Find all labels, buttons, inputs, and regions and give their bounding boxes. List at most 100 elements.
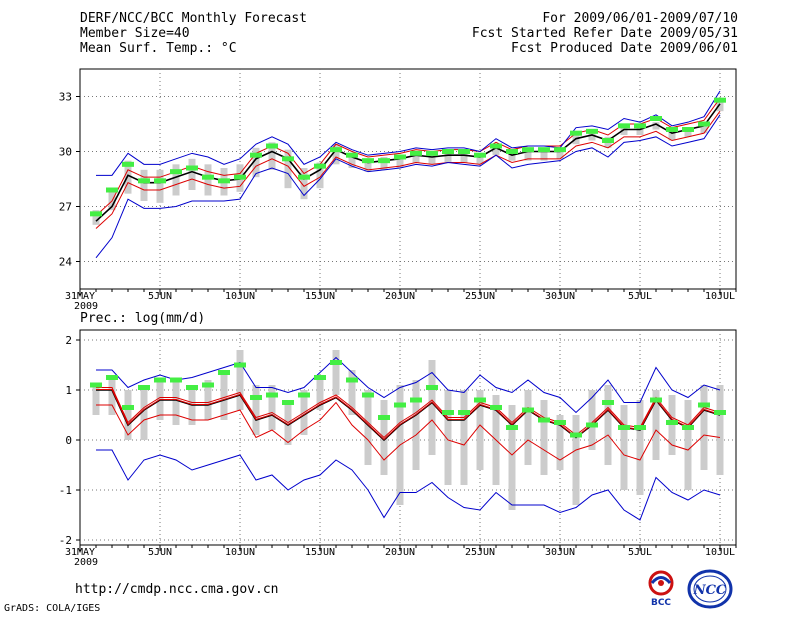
prec-observed-marker: [410, 397, 422, 403]
temp-observed-marker: [538, 147, 550, 153]
prec-spread-box: [556, 415, 564, 470]
temp-spread-box: [252, 147, 260, 178]
prec-spread-box: [636, 400, 644, 495]
temp-observed-marker: [618, 123, 630, 129]
temp-spread-box: [268, 142, 276, 170]
prec-observed-marker: [346, 377, 358, 383]
prec-observed-marker: [362, 392, 374, 398]
prec-series-upper-shadow: [96, 389, 721, 441]
temp-observed-marker: [330, 147, 342, 153]
temp-observed-marker: [650, 116, 662, 121]
temp-spread-box: [92, 210, 100, 225]
temp-series-min: [95, 114, 721, 259]
temp-spread-box: [460, 151, 468, 163]
temp-observed-marker: [554, 147, 566, 153]
temp-observed-marker: [586, 128, 598, 134]
prec-spread-box: [316, 375, 324, 410]
grads-credit: GrADS: COLA/IGES: [4, 603, 101, 614]
prec-spread-box: [252, 385, 260, 435]
temp-spread-box: [540, 149, 548, 161]
prec-observed-marker: [602, 400, 614, 405]
temp-xtick-label: 2009: [74, 301, 98, 312]
temp-spread-box: [364, 158, 372, 172]
temp-xtick-label: 30JUN: [545, 291, 575, 302]
temp-spread-box: [636, 127, 644, 135]
prec-observed-marker: [378, 415, 390, 420]
temp-observed-marker: [122, 161, 134, 167]
prec-observed-marker: [490, 405, 502, 410]
temp-ytick-label: 33: [59, 91, 72, 104]
temp-spread-box: [412, 151, 420, 163]
temp-observed-marker: [218, 178, 230, 184]
prec-spread-box: [700, 385, 708, 470]
prec-ytick-label: -1: [59, 484, 72, 497]
prec-observed-marker: [522, 407, 534, 413]
prec-xtick-label: 5JUL: [628, 547, 652, 558]
temp-spread-box: [316, 162, 324, 189]
temp-spread-box: [716, 100, 724, 112]
temp-series-max: [96, 90, 721, 176]
temp-ytick-label: 27: [59, 201, 72, 214]
temp-xtick-label: 10JUL: [705, 291, 735, 302]
temp-observed-marker: [714, 97, 726, 103]
prec-spread-box: [348, 370, 356, 415]
temp-spread-box: [380, 157, 388, 170]
temp-xtick-label: 5JUL: [628, 291, 652, 302]
prec-xtick-label: 20JUN: [385, 547, 415, 558]
temp-observed-marker: [298, 174, 310, 180]
footer-url[interactable]: http://cmdp.ncc.cma.gov.cn: [75, 582, 279, 597]
prec-observed-marker: [314, 375, 326, 380]
prec-series-max: [96, 356, 721, 414]
prec-observed-marker: [554, 420, 566, 425]
temp-observed-marker: [378, 158, 390, 164]
temp-spread-box: [300, 168, 308, 200]
temp-series-lower: [95, 110, 721, 229]
prec-spread-box: [92, 385, 100, 415]
temp-observed-marker: [138, 178, 150, 184]
temp-xtick-label: 25JUN: [465, 291, 495, 302]
prec-xtick-label: 15JUN: [305, 547, 335, 558]
temp-spread-box: [556, 149, 564, 159]
prec-spread-box: [124, 390, 132, 440]
temp-spread-box: [476, 153, 484, 165]
prec-observed-marker: [570, 432, 582, 438]
prec-observed-marker: [442, 410, 454, 415]
prec-observed-marker: [538, 417, 550, 423]
prec-observed-marker: [394, 402, 406, 408]
temp-xtick-label: 20JUN: [385, 291, 415, 302]
fcst-started-date: Fcst Started Refer Date 2009/05/31: [471, 26, 738, 41]
temp-observed-marker: [698, 121, 710, 127]
prec-spread-box: [460, 390, 468, 485]
prec-ytick-label: -2: [59, 534, 72, 547]
temp-spread-box: [284, 149, 292, 189]
temp-ytick-label: 30: [59, 146, 72, 159]
ncc-logo-text: NCC: [693, 583, 727, 598]
prec-spread-box: [332, 350, 340, 395]
temp-spread-box: [652, 122, 660, 130]
temp-observed-marker: [346, 152, 358, 158]
prec-spread-box: [716, 385, 724, 475]
prec-spread-box: [268, 385, 276, 430]
prec-xtick-label: 10JUL: [705, 547, 735, 558]
prec-observed-marker: [250, 395, 262, 400]
temp-observed-marker: [362, 158, 374, 164]
prec-xtick-label: 2009: [74, 557, 98, 568]
temp-spread-box: [348, 153, 356, 168]
temp-series-mean: [95, 103, 721, 222]
temp-spread-box: [396, 155, 404, 168]
prec-spread-box: [236, 350, 244, 410]
temp-observed-marker: [234, 174, 246, 180]
prec-observed-marker: [282, 400, 294, 405]
prec-observed-marker: [266, 392, 278, 398]
prec-spread-box: [412, 380, 420, 470]
prec-ytick-label: 0: [65, 434, 72, 447]
temp-observed-marker: [394, 154, 406, 160]
prec-series-lower: [96, 401, 721, 461]
temp-spread-box: [140, 169, 148, 201]
temp-observed-marker: [170, 169, 182, 175]
prec-spread-box: [220, 370, 228, 420]
temp-observed-marker: [602, 138, 614, 143]
temp-observed-marker: [506, 149, 518, 154]
prec-spread-box: [172, 380, 180, 425]
